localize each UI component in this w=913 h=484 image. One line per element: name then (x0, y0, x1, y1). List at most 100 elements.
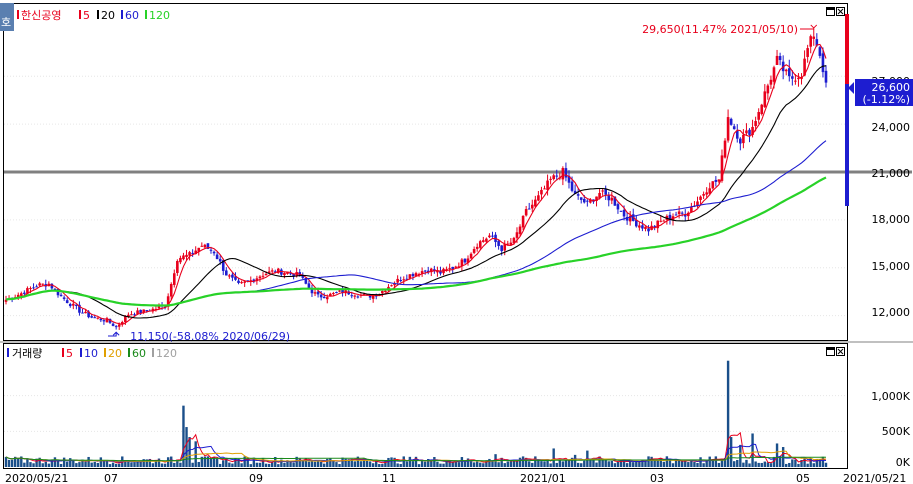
volume-bar (4, 456, 8, 467)
candle-body (742, 134, 745, 144)
candle-body (325, 297, 329, 300)
candle-body (329, 293, 332, 296)
candle-body (506, 243, 510, 245)
candle-body (534, 199, 537, 207)
volume-bar (72, 459, 75, 467)
volume-bar (393, 457, 396, 467)
candle-body (157, 306, 161, 309)
current-price-value: 26,600 (872, 81, 911, 94)
volume-bar (641, 459, 644, 467)
candle-body (818, 47, 822, 56)
candle-body (809, 36, 813, 47)
legend-ma5: 5 (83, 9, 90, 22)
candle-body (414, 273, 418, 276)
candle-body (604, 188, 608, 195)
candle-body (310, 287, 314, 294)
x-axis: 2020/05/21 07 09 11 2021/01 03 05 2021/0… (5, 472, 906, 484)
volume-bar (231, 463, 234, 467)
volume-bar (362, 458, 366, 467)
candle-body (393, 283, 396, 286)
volume-bar (274, 456, 277, 467)
volume-bar (35, 458, 38, 467)
volume-bar (62, 457, 66, 467)
volume-bar (133, 462, 136, 467)
volume-bar (118, 463, 121, 467)
candle-body (638, 225, 641, 228)
vol-legend-10: 10 (84, 347, 98, 360)
candle-body (491, 235, 494, 237)
volume-bar (87, 456, 90, 467)
side-tab[interactable] (0, 3, 14, 31)
candle-body (62, 297, 66, 299)
volume-bar (656, 459, 659, 467)
volume-bar (757, 462, 760, 467)
vol-legend-20: 20 (108, 347, 122, 360)
volume-bar (662, 461, 666, 467)
volume-bar (714, 456, 718, 467)
min-price-label: 11,150(-58.08% 2020/06/29) (130, 330, 290, 343)
candle-body (145, 310, 149, 312)
candle-body (451, 266, 455, 270)
price-panel-controls (826, 7, 845, 356)
x-tick-05: 05 (796, 472, 810, 484)
volume-bar (647, 456, 650, 467)
volume-bar (751, 433, 754, 467)
volume-bar (684, 459, 687, 467)
volume-bar (680, 461, 684, 467)
candle-body (500, 245, 503, 252)
current-price-box (855, 79, 913, 106)
volume-bar (674, 460, 678, 467)
volume-bar (687, 462, 690, 467)
volume-bar (405, 461, 409, 467)
candle-body (313, 292, 317, 294)
instrument-name: 한신공영 (21, 9, 61, 22)
candle-body (527, 208, 531, 210)
volume-bar (531, 462, 534, 467)
candle-body (411, 274, 415, 277)
volume-bar (326, 458, 329, 467)
candle-body (735, 130, 739, 139)
volume-bar (53, 457, 57, 467)
vol-maximize-icon[interactable] (826, 347, 835, 356)
volume-bar (124, 460, 127, 467)
vol-close-icon-cross (837, 348, 844, 355)
candle-body (567, 175, 571, 183)
volume-bar (75, 463, 78, 467)
candle-body (246, 280, 250, 282)
volume-bar (506, 461, 509, 467)
candle-body (350, 295, 354, 297)
candle-body (16, 294, 20, 298)
volume-bar (567, 459, 571, 467)
volume-bar (451, 462, 454, 467)
candle-body (405, 278, 409, 280)
candle-body (751, 126, 754, 135)
volume-bar (270, 462, 274, 467)
candle-body (231, 274, 234, 278)
volume-bar (604, 460, 607, 467)
candle-body (81, 312, 84, 314)
candle-body (255, 278, 259, 282)
volume-bar (778, 456, 782, 467)
candle-body (258, 276, 262, 279)
candle-body (396, 278, 399, 283)
candle-body (488, 235, 491, 238)
volume-bar (375, 460, 378, 467)
min-price-annotation: 11,150(-58.08% 2020/06/29) (108, 330, 290, 343)
candle-body (726, 117, 730, 141)
volume-bar (222, 460, 225, 467)
candle-body (423, 270, 427, 272)
candle-body (188, 252, 191, 256)
candle-body (530, 204, 534, 209)
maximize-icon[interactable] (826, 7, 835, 16)
x-tick-2021-01: 2021/01 (520, 472, 566, 484)
candle-body (754, 121, 757, 127)
vol-legend-marker-20 (104, 348, 106, 357)
legend-marker-ma20 (97, 10, 99, 19)
volume-tick-1000k: 1,000K (871, 390, 910, 403)
volume-bar (785, 463, 788, 467)
volume-bar (812, 463, 815, 467)
volume-bar (638, 461, 641, 467)
candle-body (78, 304, 81, 313)
candle-body (460, 259, 464, 267)
volume-bar (139, 461, 142, 467)
